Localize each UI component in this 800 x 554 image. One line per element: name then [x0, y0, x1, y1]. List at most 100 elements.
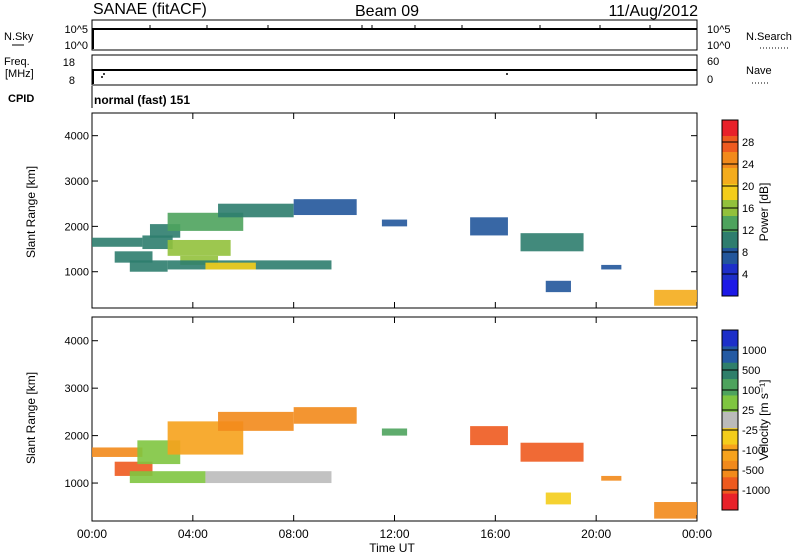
colorbar-swatch [722, 346, 738, 364]
data-cell [601, 475, 622, 481]
station-title: SANAE (fitACF) [93, 1, 207, 18]
nsearch-tick-bottom: 10^0 [707, 40, 731, 52]
colorbar-swatch [722, 330, 738, 347]
colorbar-frame [721, 329, 739, 511]
colorbar-swatch [722, 120, 738, 137]
data-cell [293, 407, 357, 424]
velocity-y-axis-label: Slant Range [km] [24, 372, 38, 464]
y-tick-label: 4000 [65, 336, 89, 348]
cpid-label: CPID [8, 93, 34, 105]
velocity-colorbar: 1000 500 100 25 -25 -100 -500 -1000 [721, 329, 770, 511]
nave-label: Nave [746, 65, 772, 77]
colorbar-swatch [722, 264, 738, 281]
colorbar-swatch [722, 379, 738, 396]
data-cell [654, 289, 697, 306]
freq-label: Freq. [4, 56, 30, 68]
colorbar-tick-label: -1000 [742, 485, 770, 497]
data-cell [520, 442, 584, 462]
colorbar-tick-label: 24 [742, 159, 754, 171]
data-cell [92, 447, 143, 457]
colorbar-swatch [722, 493, 738, 511]
y-tick-label: 2000 [65, 221, 89, 233]
nsky-spikes [149, 25, 651, 29]
x-tick-label: 12:00 [379, 527, 409, 541]
y-tick-label: 4000 [65, 131, 89, 143]
colorbar-tick-label: 4 [742, 269, 748, 281]
colorbar-swatch [722, 444, 738, 462]
nsearch-label: N.Search [746, 31, 792, 43]
y-tick-label: 3000 [65, 176, 89, 188]
nsky-label: N.Sky [4, 31, 34, 43]
data-cell [92, 237, 143, 247]
power-colorbar: 28 24 20 16 12 8 4 [721, 119, 754, 297]
velocity-colorbar-label: Velocity [m s⁻¹] [757, 379, 771, 460]
nave-tick-top: 60 [707, 56, 719, 68]
data-cell [293, 199, 357, 216]
x-tick-label: 16:00 [480, 527, 510, 541]
data-cell [129, 260, 168, 272]
freq-trace [92, 69, 697, 84]
colorbar-swatch [722, 280, 738, 297]
freq-outlier-dot [103, 73, 105, 75]
data-cell [142, 235, 173, 250]
colorbar-tick-label: 500 [742, 365, 760, 377]
data-cell [205, 471, 332, 484]
colorbar-tick-label: 1000 [742, 345, 766, 357]
y-tick-label: 1000 [65, 478, 89, 490]
colorbar-tick-label: -100 [742, 445, 764, 457]
y-tick-label: 2000 [65, 431, 89, 443]
x-axis-label: Time UT [369, 541, 415, 554]
colorbar-swatch [722, 168, 738, 185]
x-tick-label: 00:00 [77, 527, 107, 541]
time-axis: 00:00 04:00 08:00 12:00 16:00 20:00 00:00 [77, 113, 712, 541]
beam-title: Beam 09 [355, 3, 419, 20]
freq-tick-top: 18 [63, 57, 75, 69]
data-cell [654, 502, 697, 519]
colorbar-tick-label: 8 [742, 247, 748, 259]
x-tick-label: 00:00 [682, 527, 712, 541]
colorbar-swatch [722, 460, 738, 478]
x-tick-label: 20:00 [581, 527, 611, 541]
nsearch-tick-top: 10^5 [707, 24, 731, 36]
data-cell [218, 411, 294, 431]
colorbar-swatch [722, 216, 738, 233]
colorbar-swatch [722, 428, 738, 446]
colorbar-tick-label: -500 [742, 465, 764, 477]
colorbar-tick-label: -25 [742, 425, 758, 437]
y-tick-label: 1000 [65, 267, 89, 279]
freq-unit-label: [MHz] [5, 68, 34, 80]
date-title: 11/Aug/2012 [608, 3, 698, 20]
nsky-tick-bottom: 10^0 [64, 40, 88, 52]
freq-tick-bottom: 8 [69, 75, 75, 87]
data-cell [545, 492, 571, 505]
x-tick-label: 04:00 [178, 527, 208, 541]
colorbar-swatch [722, 136, 738, 153]
colorbar-tick-label: 20 [742, 181, 754, 193]
colorbar-swatch [722, 232, 738, 249]
colorbar-swatch [722, 411, 738, 429]
power-y-axis: 1000 2000 3000 4000 [65, 131, 697, 279]
velocity-panel: 1000 2000 3000 4000 Slant Range [km] [24, 316, 698, 522]
colorbar-tick-label: 28 [742, 137, 754, 149]
data-cell [218, 203, 294, 218]
colorbar-tick-label: 16 [742, 203, 754, 215]
nsky-trace [92, 28, 697, 49]
data-cell [545, 280, 571, 293]
power-data-layer [92, 199, 697, 306]
colorbar-tick-label: 100 [742, 385, 760, 397]
data-cell [470, 426, 508, 446]
velocity-y-axis: 1000 2000 3000 4000 [65, 336, 697, 490]
colorbar-swatch [722, 248, 738, 265]
data-cell [114, 251, 153, 263]
colorbar-swatch [722, 184, 738, 201]
colorbar-tick-label: 12 [742, 225, 754, 237]
velocity-data-layer [92, 407, 697, 519]
power-colorbar-label: Power [dB] [757, 183, 771, 242]
data-cell [520, 233, 584, 252]
data-cell [381, 428, 408, 436]
colorbar-swatch [722, 477, 738, 495]
power-plot-frame [91, 112, 698, 309]
freq-outlier-dot [101, 76, 103, 78]
y-tick-label: 3000 [65, 383, 89, 395]
